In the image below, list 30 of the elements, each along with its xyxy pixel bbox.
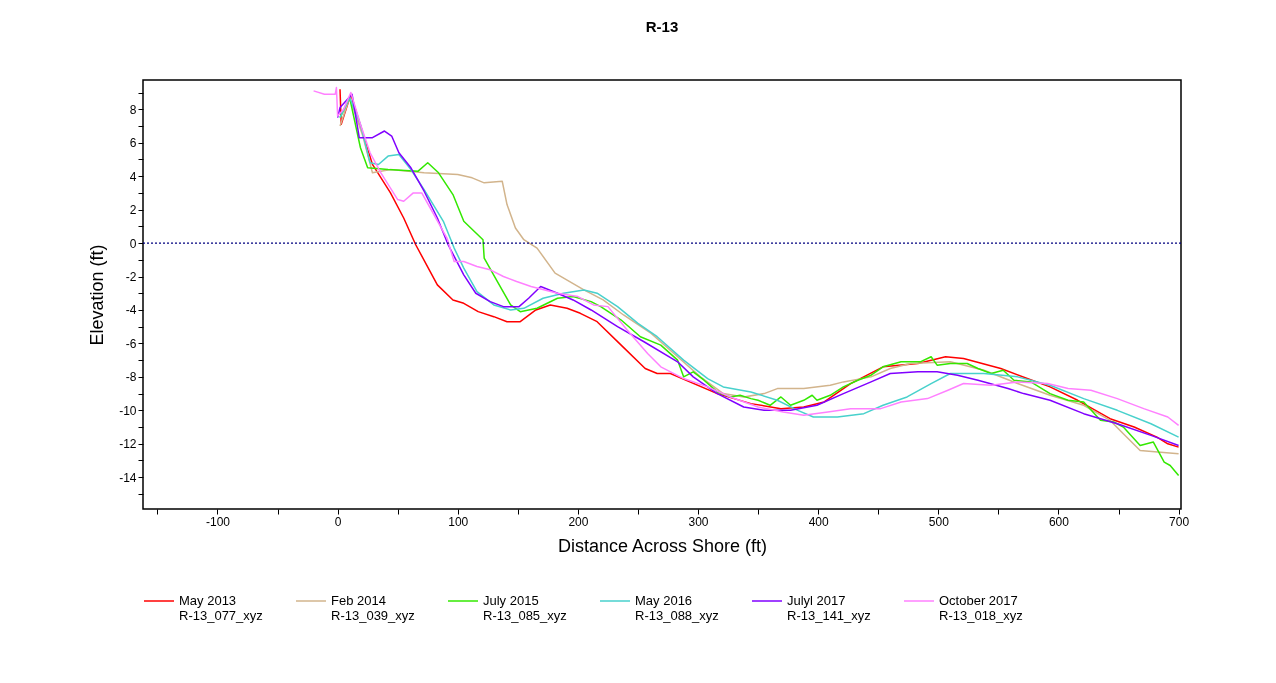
x-tick-label: 600 <box>1048 514 1070 529</box>
y-tick-label: -2 <box>125 270 137 285</box>
chart-title: R-13 <box>645 18 679 35</box>
x-tick-label: 500 <box>928 514 950 529</box>
y-tick-label: -12 <box>119 437 137 452</box>
x-tick-label: 400 <box>808 514 830 529</box>
legend-label: May 2013 R-13_077_xyz <box>179 593 263 623</box>
x-tick-label: 0 <box>334 514 342 529</box>
y-tick-label: 6 <box>129 136 137 151</box>
x-tick-label: 200 <box>568 514 589 529</box>
y-tick-label: -8 <box>125 370 137 385</box>
legend-label: Julyl 2017 R-13_141_xyz <box>787 593 871 623</box>
y-tick-label: 4 <box>129 169 137 184</box>
y-tick-label: 0 <box>129 236 137 251</box>
x-tick-label: -100 <box>205 514 231 529</box>
x-axis-title: Distance Across Shore (ft) <box>557 535 768 556</box>
y-tick-label: 8 <box>129 102 137 117</box>
y-axis-title: Elevation (ft) <box>87 244 108 346</box>
y-tick-label: -4 <box>125 303 137 318</box>
legend-label: October 2017 R-13_018_xyz <box>939 593 1023 623</box>
x-tick-label: 300 <box>688 514 709 529</box>
legend-label: May 2016 R-13_088_xyz <box>635 593 719 623</box>
y-tick-label: -14 <box>119 470 137 485</box>
x-tick-label: 100 <box>448 514 469 529</box>
legend-label: Feb 2014 R-13_039_xyz <box>331 593 415 623</box>
legend-label: July 2015 R-13_085_xyz <box>483 593 567 623</box>
x-tick-label: 700 <box>1169 514 1190 529</box>
y-tick-label: 2 <box>129 203 137 218</box>
y-tick-label: -10 <box>119 403 137 418</box>
y-tick-label: -6 <box>125 336 137 351</box>
